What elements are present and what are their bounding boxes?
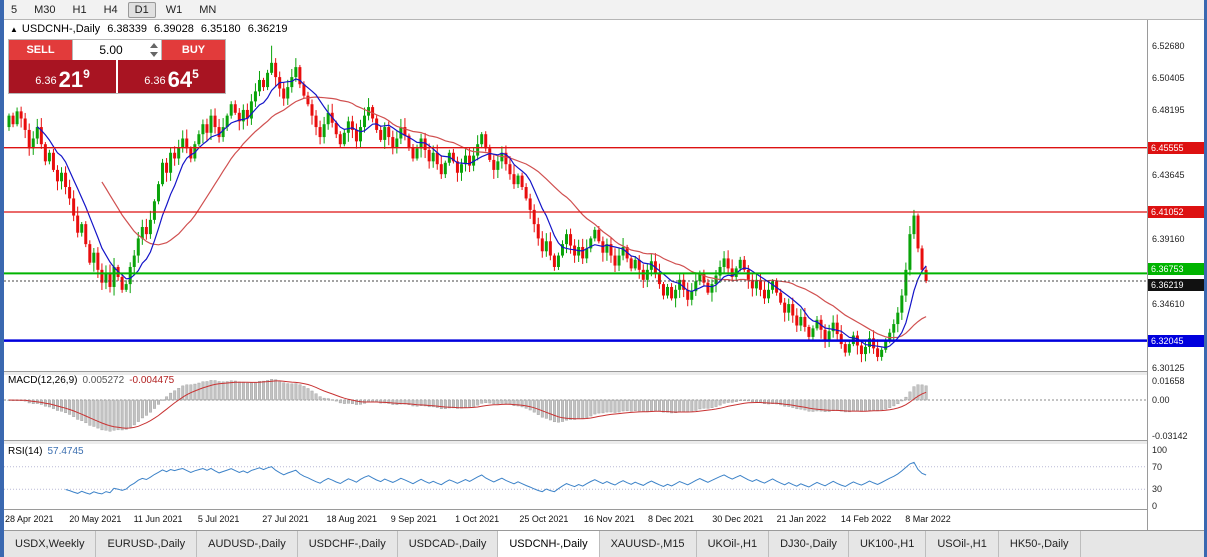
ohlc-close: 6.36219 [247, 23, 288, 35]
bid-price-block[interactable]: 6.36 21 9 [9, 60, 116, 93]
bid-sup-digit: 9 [83, 67, 90, 81]
macd-axis-label: 0.01658 [1152, 376, 1185, 386]
candlestick-series [7, 45, 928, 363]
price-axis[interactable]: 6.52680 6.50405 6.48195 6.43645 6.39160 6.346… [1148, 19, 1204, 530]
ohlc-open: 6.38339 [107, 23, 147, 35]
spinner-down-icon[interactable] [149, 52, 158, 57]
timeframe-5[interactable]: 5 [11, 3, 18, 16]
volume-spinner[interactable] [148, 42, 159, 58]
level-lines [4, 147, 1147, 342]
ask-sup-digit: 5 [192, 67, 199, 81]
timeframe-d1[interactable]: D1 [127, 1, 156, 18]
date-axis-label: 1 Oct 2021 [455, 514, 500, 524]
price-axis-label: 6.39160 [1152, 233, 1185, 244]
macd-panel [4, 379, 1147, 432]
ask-big-digits: 64 [167, 67, 193, 92]
bid-prefix: 6.36 [35, 75, 57, 87]
price-axis-badge: 6.36753 [1148, 263, 1204, 276]
tab-usdchf-daily[interactable]: USDCHF-,Daily [298, 531, 398, 557]
price-axis-label: 6.34610 [1152, 298, 1185, 309]
ask-prefix: 6.36 [144, 75, 166, 87]
tab-uk100-h1[interactable]: UK100-,H1 [849, 531, 927, 557]
date-axis-label: 25 Oct 2021 [519, 514, 569, 524]
chart-symbol-label: USDCNH-,Daily [21, 23, 101, 35]
tab-usdx-weekly[interactable]: USDX,Weekly [4, 531, 97, 557]
volume-input[interactable] [73, 40, 161, 60]
price-axis-badge: 6.32045 [1148, 334, 1204, 347]
tab-audusd-daily[interactable]: AUDUSD-,Daily [197, 531, 298, 557]
volume-box [72, 40, 162, 60]
rsi-axis-label: 70 [1152, 461, 1163, 472]
macd-axis-label: 0.00 [1152, 395, 1170, 405]
date-axis-separator [0, 509, 1207, 510]
chart-ohlc-header: ▲ USDCNH-,Daily 6.38339 6.39028 6.35180 6… [10, 23, 291, 35]
date-axis-label: 27 Jul 2021 [262, 514, 309, 524]
buy-button[interactable]: BUY [162, 40, 225, 60]
window-left-edge [0, 0, 4, 557]
spinner-up-icon[interactable] [149, 43, 158, 48]
price-axis-separator [1147, 19, 1148, 530]
ask-price-block[interactable]: 6.36 64 5 [118, 60, 225, 93]
macd-header: MACD(12,26,9) 0.005272 -0.004475 [8, 375, 174, 386]
ohlc-low: 6.35180 [200, 23, 241, 35]
timeframe-m30[interactable]: M30 [34, 3, 56, 16]
timeframe-h4[interactable]: H4 [103, 3, 118, 16]
price-axis-label: 6.52680 [1152, 40, 1185, 51]
macd-axis-label: -0.03142 [1152, 431, 1188, 441]
tab-eurusd-daily[interactable]: EURUSD-,Daily [96, 531, 198, 557]
macd-splitter[interactable] [0, 371, 1207, 375]
bid-big-digits: 21 [58, 67, 84, 92]
date-axis-label: 8 Mar 2022 [905, 514, 951, 524]
tab-hk50-daily[interactable]: HK50-,Daily [999, 531, 1081, 557]
date-axis-label: 28 Apr 2021 [5, 514, 54, 524]
tab-usdcnh-daily[interactable]: USDCNH-,Daily [498, 531, 600, 557]
rsi-splitter[interactable] [0, 440, 1207, 444]
tab-xauusd-m15[interactable]: XAUUSD-,M15 [600, 531, 697, 557]
price-axis-label: 6.50405 [1152, 73, 1185, 84]
tab-usdcad-daily[interactable]: USDCAD-,Daily [398, 531, 499, 557]
rsi-title: RSI(14) [8, 446, 43, 457]
timeframe-toolbar: 5 M30 H1 H4 D1 W1 MN [0, 0, 1207, 20]
rsi-panel [4, 461, 1147, 495]
tab-ukoil-h1[interactable]: UKOil-,H1 [697, 531, 770, 557]
one-click-trading-panel: SELL BUY 6.36 21 9 6.36 64 5 [8, 39, 226, 94]
rsi-header: RSI(14) 57.4745 [8, 446, 84, 457]
tab-dj30-daily[interactable]: DJ30-,Daily [769, 531, 849, 557]
date-axis-label: 30 Dec 2021 [712, 514, 764, 524]
date-axis-label: 20 May 2021 [69, 514, 122, 524]
date-axis-label: 11 Jun 2021 [133, 514, 183, 524]
timeframe-h1[interactable]: H1 [72, 3, 87, 16]
tab-usoil-h1[interactable]: USOil-,H1 [926, 531, 999, 557]
timeframe-w1[interactable]: W1 [165, 3, 183, 16]
rsi-axis-label: 100 [1152, 445, 1168, 455]
ohlc-high: 6.39028 [154, 23, 194, 35]
price-axis-label: 6.43645 [1152, 169, 1185, 180]
rsi-axis-label: 0 [1152, 501, 1158, 511]
date-axis-label: 8 Dec 2021 [648, 514, 695, 524]
price-axis-label: 6.48195 [1152, 105, 1185, 115]
date-axis[interactable]: 28 Apr 2021 20 May 2021 11 Jun 2021 5 Jul 2… [0, 510, 1147, 529]
price-axis-badge: 6.36219 [1148, 278, 1204, 291]
date-axis-label: 16 Nov 2021 [583, 514, 635, 524]
moving-averages [36, 78, 927, 349]
price-axis-badge: 6.45555 [1148, 141, 1204, 154]
window-right-edge [1204, 0, 1207, 557]
price-axis-label: 6.30125 [1152, 362, 1185, 373]
date-axis-label: 9 Sep 2021 [390, 514, 437, 524]
date-axis-label: 21 Jan 2022 [776, 514, 827, 524]
date-axis-label: 14 Feb 2022 [840, 514, 892, 524]
rsi-axis-label: 30 [1152, 484, 1163, 495]
macd-signal-value: -0.004475 [129, 375, 175, 386]
date-axis-label: 5 Jul 2021 [197, 514, 240, 524]
macd-title: MACD(12,26,9) [8, 375, 78, 386]
price-axis-badge: 6.41052 [1148, 205, 1204, 218]
collapse-panel-icon[interactable]: ▲ [10, 25, 18, 34]
timeframe-mn[interactable]: MN [199, 3, 217, 16]
date-axis-label: 18 Aug 2021 [326, 514, 378, 524]
chart-tabbar: USDX,Weekly EURUSD-,Daily AUDUSD-,Daily USD… [0, 530, 1207, 557]
rsi-value: 57.4745 [47, 446, 84, 457]
macd-main-value: 0.005272 [82, 375, 125, 386]
sell-button[interactable]: SELL [9, 40, 72, 60]
